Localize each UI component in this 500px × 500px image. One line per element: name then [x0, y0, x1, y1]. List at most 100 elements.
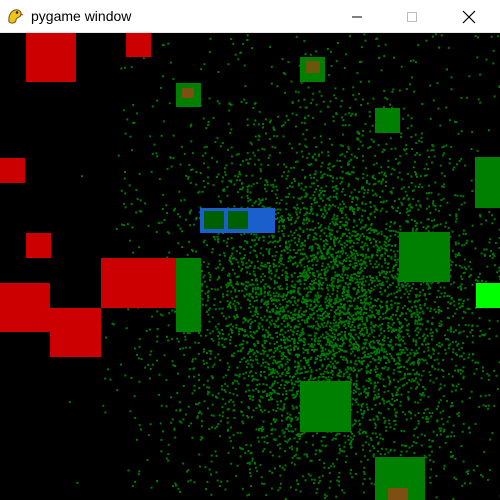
food-particle	[360, 405, 363, 408]
food-particle	[491, 222, 494, 225]
game-canvas[interactable]	[0, 33, 500, 500]
title-bar[interactable]: pygame window	[0, 0, 500, 33]
food-particle	[339, 237, 342, 240]
food-particle	[399, 400, 402, 403]
food-particle	[302, 432, 305, 435]
food-particle	[320, 165, 323, 168]
food-particle	[456, 254, 459, 256]
food-particle	[480, 474, 483, 476]
food-particle	[296, 265, 299, 268]
food-particle	[404, 288, 407, 291]
food-particle	[348, 264, 351, 267]
food-particle	[211, 330, 214, 333]
food-particle	[247, 352, 250, 355]
food-particle	[333, 355, 336, 358]
food-particle	[316, 201, 318, 204]
food-particle	[353, 423, 356, 425]
food-particle	[250, 232, 253, 235]
close-button[interactable]	[446, 0, 492, 33]
food-particle	[287, 234, 290, 237]
food-particle	[414, 401, 417, 404]
food-particle	[206, 329, 209, 331]
food-particle	[342, 338, 345, 341]
food-particle	[225, 325, 228, 328]
food-particle	[280, 400, 282, 403]
food-particle	[379, 328, 382, 331]
food-particle	[338, 350, 341, 353]
food-particle	[309, 304, 312, 307]
food-particle	[313, 136, 316, 139]
food-particle	[381, 247, 384, 250]
food-particle	[182, 385, 185, 387]
food-particle	[403, 351, 406, 354]
food-particle	[354, 250, 357, 252]
food-particle	[362, 173, 365, 176]
food-particle	[251, 457, 254, 460]
food-particle	[414, 339, 417, 342]
food-particle	[422, 335, 425, 338]
food-particle	[449, 451, 452, 453]
food-particle	[312, 312, 315, 315]
food-particle	[469, 274, 472, 277]
food-particle	[471, 283, 474, 286]
food-particle	[405, 148, 408, 151]
food-particle	[246, 384, 249, 387]
food-particle	[326, 239, 329, 242]
minimize-button[interactable]	[334, 0, 380, 33]
food-particle	[419, 378, 422, 381]
food-particle	[381, 323, 384, 325]
food-particle	[356, 310, 359, 313]
food-particle	[437, 306, 440, 309]
food-particle	[386, 368, 389, 371]
food-particle	[391, 269, 394, 272]
food-particle	[294, 251, 297, 254]
food-particle	[373, 390, 376, 393]
food-particle	[296, 243, 299, 246]
food-particle	[245, 390, 247, 393]
food-particle	[298, 334, 301, 337]
food-particle	[325, 343, 328, 346]
food-particle	[237, 382, 240, 385]
food-particle	[364, 355, 367, 358]
food-particle	[255, 350, 258, 353]
maximize-button[interactable]	[389, 0, 435, 33]
food-particle	[326, 284, 329, 287]
food-particle	[330, 281, 333, 284]
food-particle	[348, 112, 351, 115]
food-particle	[245, 266, 247, 269]
food-particle	[390, 173, 393, 176]
food-particle	[330, 253, 332, 256]
food-particle	[238, 290, 241, 292]
food-particle	[322, 317, 325, 319]
food-particle	[300, 121, 303, 124]
food-particle	[199, 334, 202, 337]
food-particle	[452, 330, 455, 333]
food-particle	[416, 352, 419, 354]
food-particle	[306, 453, 308, 456]
food-particle	[156, 328, 159, 330]
food-particle	[306, 277, 309, 280]
food-particle	[454, 255, 457, 258]
food-particle	[378, 249, 381, 252]
food-particle	[323, 311, 326, 314]
food-particle	[439, 204, 442, 207]
food-particle	[401, 285, 404, 288]
food-particle	[394, 230, 397, 233]
food-particle	[334, 300, 337, 303]
food-particle	[207, 271, 210, 274]
food-particle	[317, 275, 320, 278]
food-particle	[278, 299, 280, 302]
food-particle	[337, 306, 340, 309]
food-particle	[452, 498, 455, 500]
food-particle	[302, 313, 305, 316]
food-particle	[229, 256, 231, 259]
food-particle	[349, 208, 352, 210]
food-particle	[255, 254, 258, 257]
food-particle	[326, 243, 329, 246]
food-particle	[207, 296, 210, 299]
food-particle	[358, 263, 361, 266]
food-particle	[390, 221, 392, 223]
food-particle	[458, 306, 461, 309]
food-particle	[279, 257, 282, 260]
food-particle	[310, 338, 313, 341]
